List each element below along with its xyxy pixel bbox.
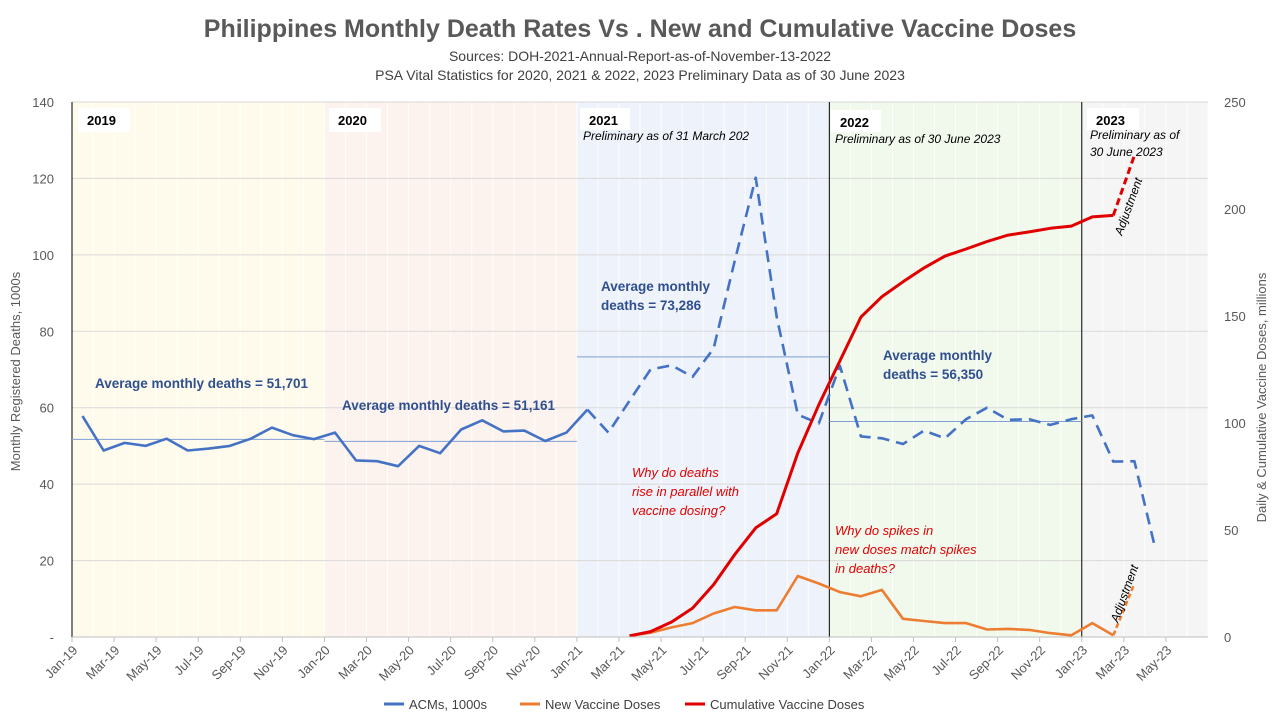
average-label-2022: Average monthly deaths = 56,350 — [883, 348, 993, 382]
period-label-2020: 2020 — [338, 113, 367, 128]
chart-subtitle-psa: PSA Vital Statistics for 2020, 2021 & 20… — [375, 67, 905, 83]
y2-axis-title: Daily & Cumulative Vaccine Doses, millio… — [1254, 272, 1269, 522]
x-tick-label: Nov-20 — [503, 643, 543, 683]
period-label-box — [329, 108, 381, 132]
x-tick-label: Jul-19 — [171, 643, 207, 679]
series-lines — [81, 155, 1157, 638]
y-tick-label: 20 — [40, 554, 54, 569]
x-tick-label: Sep-20 — [461, 643, 501, 683]
acm-line-solid — [81, 408, 589, 468]
period-label-2022: 2022 — [840, 115, 869, 130]
x-tick-label: Sep-19 — [208, 643, 248, 683]
annotation-spikes-match-line: new doses match spikes — [835, 542, 977, 557]
period-note-2023: Preliminary as of 30 June 2023 — [1090, 128, 1181, 159]
annotation-deaths-rise: Why do deaths rise in parallel with vaccin… — [632, 465, 739, 518]
y-tick-label: - — [50, 630, 54, 645]
annotation-deaths-rise-line: Why do deaths — [632, 465, 719, 480]
y2-tick-label: 50 — [1224, 523, 1238, 538]
annotation-spikes-match-line: Why do spikes in — [835, 523, 933, 538]
period-label-2019: 2019 — [87, 113, 116, 128]
x-tick-label: Nov-19 — [251, 643, 291, 683]
x-tick-label: Mar-20 — [335, 643, 375, 683]
average-label-2022-line: Average monthly — [883, 348, 993, 363]
x-tick-label: Sep-21 — [713, 643, 753, 683]
x-tick-label: Jan-22 — [799, 643, 838, 682]
y2-tick-label: 0 — [1224, 630, 1231, 645]
x-tick-label: Mar-21 — [588, 643, 628, 683]
y-tick-label: 80 — [40, 324, 54, 339]
y-tick-label: 140 — [32, 95, 54, 110]
period-note-2023-line: 30 June 2023 — [1090, 145, 1163, 159]
period-label-box — [580, 108, 630, 130]
x-tick-label: May-22 — [881, 643, 922, 684]
grid-lines — [71, 101, 1209, 637]
average-label-2021: Average monthly deaths = 73,286 — [601, 279, 711, 313]
x-tick-label: Nov-21 — [755, 643, 795, 683]
x-tick-label: Jul-22 — [928, 643, 964, 679]
annotation-deaths-rise-line: rise in parallel with — [632, 484, 739, 499]
y2-tick-label: 200 — [1224, 202, 1246, 217]
annotation-spikes-match: Why do spikes in new doses match spikes in… — [835, 523, 977, 576]
period-note-2022: Preliminary as of 30 June 2023 — [835, 132, 1001, 146]
x-tick-label: Jan-19 — [42, 643, 81, 682]
chart-subtitle-sources: Sources: DOH-2021-Annual-Report-as-of-No… — [449, 48, 831, 64]
y-axis-title: Monthly Registered Deaths, 1000s — [8, 271, 23, 471]
average-label-2020: Average monthly deaths = 51,161 — [342, 398, 555, 413]
x-tick-label: Jul-20 — [423, 643, 459, 679]
period-label-2021: 2021 — [589, 113, 618, 128]
y-tick-label: 40 — [40, 477, 54, 492]
x-tick-label: Mar-19 — [83, 643, 123, 683]
average-label-2019: Average monthly deaths = 51,701 — [95, 376, 308, 391]
average-label-2021-line: deaths = 73,286 — [601, 298, 702, 313]
x-tick-label: Jan-21 — [547, 643, 586, 682]
period-label-box — [78, 108, 130, 132]
y2-tick-label: 150 — [1224, 309, 1246, 324]
annotation-spikes-match-line: in deaths? — [835, 561, 896, 576]
y-tick-label: 120 — [32, 171, 54, 186]
x-tick-label: Mar-23 — [1093, 643, 1133, 683]
new-doses-line — [629, 574, 1114, 638]
x-tick-label: May-23 — [1133, 643, 1174, 684]
annotation-deaths-rise-line: vaccine dosing? — [632, 503, 726, 518]
x-tick-label: Mar-22 — [840, 643, 880, 683]
x-tick-label: Jan-20 — [294, 643, 333, 682]
acm-line-dashed — [586, 176, 1157, 550]
legend-label: New Vaccine Doses — [545, 697, 661, 712]
y2-tick-label: 250 — [1224, 95, 1246, 110]
period-label-box — [1087, 108, 1139, 130]
period-label-box — [831, 110, 881, 132]
x-tick-label: May-21 — [628, 643, 669, 684]
legend: ACMs, 1000s New Vaccine Doses Cumulative V… — [384, 697, 865, 712]
x-tick-label: May-20 — [376, 643, 417, 684]
average-label-2021-line: Average monthly — [601, 279, 711, 294]
period-note-2023-line: Preliminary as of — [1090, 128, 1181, 142]
x-tick-label: May-19 — [123, 643, 164, 684]
period-note-2021: Preliminary as of 31 March 202 — [583, 129, 749, 143]
y-tick-label: 100 — [32, 248, 54, 263]
legend-label: ACMs, 1000s — [409, 697, 488, 712]
chart-title: Philippines Monthly Death Rates Vs . New… — [204, 15, 1076, 43]
new-doses-adjustment-line — [1112, 583, 1136, 636]
x-tick-label: Sep-22 — [966, 643, 1006, 683]
x-tick-label: Jul-21 — [676, 643, 712, 679]
average-label-2022-line: deaths = 56,350 — [883, 367, 983, 382]
period-label-2023: 2023 — [1096, 113, 1125, 128]
x-tick-label: Jan-23 — [1051, 643, 1090, 682]
legend-label: Cumulative Vaccine Doses — [710, 697, 865, 712]
cumulative-doses-line — [629, 213, 1114, 638]
x-tick-label: Nov-22 — [1008, 643, 1048, 683]
y-tick-label: 60 — [40, 401, 54, 416]
y2-tick-label: 100 — [1224, 416, 1246, 431]
